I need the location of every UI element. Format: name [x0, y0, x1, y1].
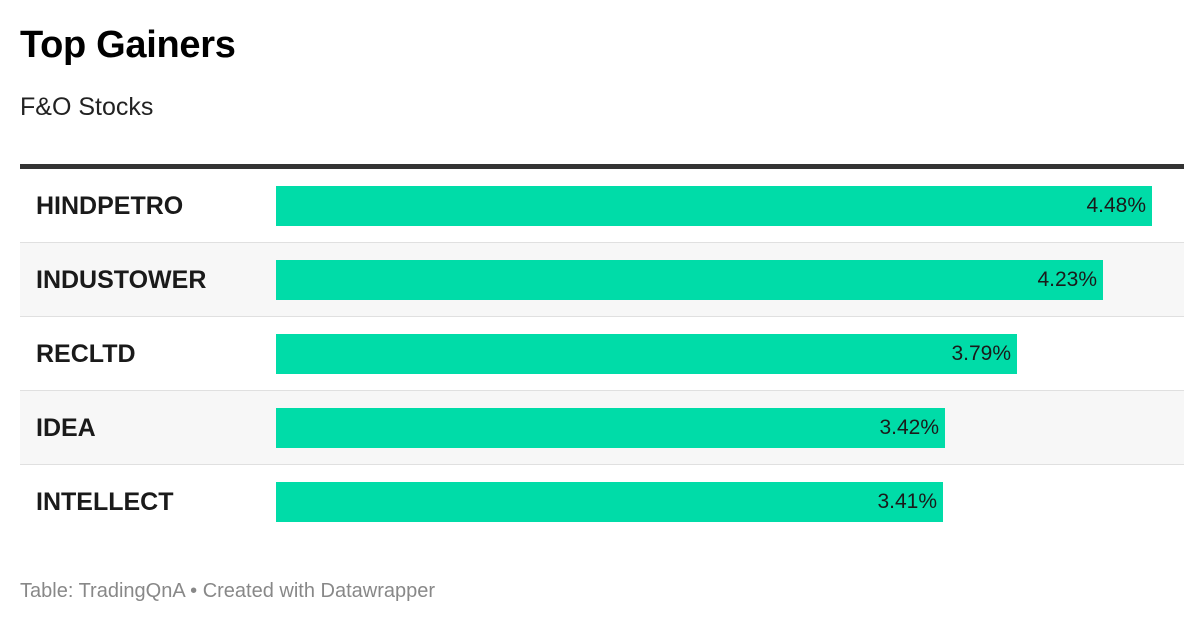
value-label: 4.23%	[1037, 268, 1097, 291]
category-label: HINDPETRO	[36, 192, 184, 220]
table-row: IDEA 3.42%	[20, 391, 1184, 465]
header-rule	[20, 164, 1184, 169]
bar: 4.48%	[276, 186, 1152, 226]
category-label: INDUSTOWER	[36, 266, 207, 294]
source-label: Table: TradingQnA	[20, 580, 185, 602]
bar: 3.42%	[276, 408, 945, 448]
value-label: 3.79%	[951, 342, 1011, 365]
bar-table: HINDPETRO 4.48% INDUSTOWER 4.23% RECLTD 3.79%…	[20, 169, 1184, 539]
value-label: 3.41%	[877, 490, 937, 513]
bar: 3.79%	[276, 334, 1017, 374]
credit-label: Created with Datawrapper	[202, 580, 436, 602]
table-row: INTELLECT 3.41%	[20, 465, 1184, 539]
table-row: INDUSTOWER 4.23%	[20, 243, 1184, 317]
chart-title: Top Gainers	[20, 24, 236, 66]
bar: 3.41%	[276, 482, 943, 522]
category-label: INTELLECT	[36, 488, 174, 516]
category-label: RECLTD	[36, 340, 136, 368]
value-label: 4.48%	[1086, 194, 1146, 217]
footer-separator: •	[184, 580, 203, 602]
footer: Table: TradingQnA • Created with Datawra…	[20, 578, 435, 604]
bar: 4.23%	[276, 260, 1103, 300]
value-label: 3.42%	[879, 416, 939, 439]
table-row: HINDPETRO 4.48%	[20, 169, 1184, 243]
chart-subtitle: F&O Stocks	[20, 93, 154, 121]
table-row: RECLTD 3.79%	[20, 317, 1184, 391]
category-label: IDEA	[36, 414, 96, 442]
